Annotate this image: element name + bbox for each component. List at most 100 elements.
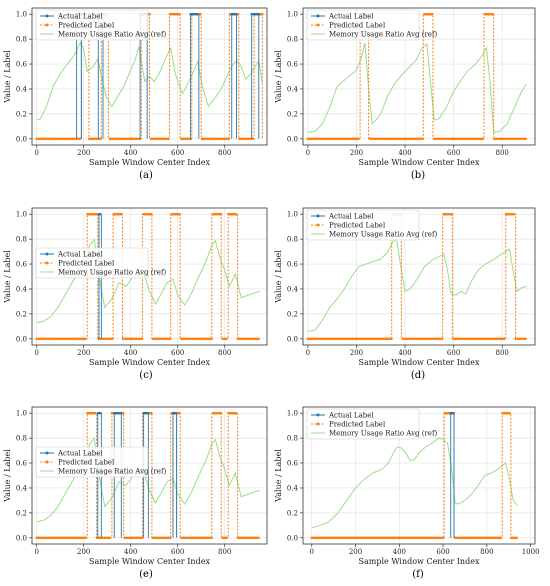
predicted-label-point [129, 137, 132, 141]
predicted-label-point [339, 337, 343, 341]
predicted-label-point [73, 137, 76, 141]
plot-frame [31, 7, 268, 146]
predicted-label-point [206, 337, 210, 341]
predicted-label-point [322, 337, 325, 341]
predicted-label-point [329, 137, 333, 141]
predicted-label-point [427, 337, 430, 341]
predicted-label-point [331, 137, 335, 141]
predicted-label-point [432, 137, 436, 141]
predicted-label-point [50, 536, 53, 540]
predicted-label-point [138, 337, 142, 341]
predicted-label-point [511, 536, 515, 540]
predicted-label-point [140, 536, 144, 540]
predicted-label-point [310, 137, 314, 141]
predicted-label-point [382, 337, 386, 341]
predicted-label-point [343, 536, 347, 540]
predicted-label-point [204, 337, 208, 341]
predicted-label-point [242, 536, 245, 540]
predicted-label-point [229, 411, 232, 415]
predicted-label-point [95, 137, 99, 141]
predicted-label-point [430, 12, 434, 16]
y-tick-label: 0.6 [16, 61, 28, 69]
predicted-label-point [443, 411, 447, 415]
x-tick-label: 0 [310, 548, 314, 556]
predicted-label-point [415, 137, 419, 141]
predicted-label-point [116, 137, 119, 141]
predicted-label-point [359, 337, 362, 341]
predicted-label-point [165, 337, 168, 341]
predicted-label-point [378, 337, 382, 341]
predicted-label-point [153, 337, 157, 341]
predicted-label-point [306, 337, 310, 341]
predicted-label-point [447, 411, 450, 415]
predicted-label-point [261, 12, 264, 16]
predicted-label-point [52, 536, 55, 540]
predicted-label-point [380, 137, 384, 141]
predicted-label-point [246, 137, 249, 141]
predicted-label-point [378, 137, 382, 141]
predicted-label-point [246, 536, 249, 540]
y-tick-label: 0.8 [16, 435, 27, 443]
predicted-label-point [244, 536, 247, 540]
predicted-label-point [518, 337, 521, 341]
predicted-label-point [58, 337, 61, 341]
predicted-label-point [76, 137, 80, 141]
predicted-label-point [405, 536, 408, 540]
actual-label-point [234, 13, 238, 16]
predicted-label-point [357, 137, 360, 141]
predicted-label-point [454, 536, 457, 540]
predicted-label-point [333, 137, 337, 141]
predicted-label-point [140, 337, 144, 341]
predicted-label-point [236, 337, 240, 341]
predicted-label-point [214, 411, 217, 415]
predicted-label-point [401, 137, 405, 141]
predicted-label-point [421, 337, 424, 341]
memory-usage-line [36, 41, 263, 121]
predicted-label-point [316, 337, 319, 341]
predicted-label-point [82, 536, 85, 540]
predicted-label-point [382, 137, 386, 141]
predicted-label-point [343, 337, 347, 341]
predicted-label-point [333, 337, 337, 341]
predicted-label-point [39, 337, 42, 341]
predicted-label-point [168, 337, 172, 341]
predicted-label-point [361, 536, 364, 540]
predicted-label-point [93, 137, 97, 141]
predicted-label-point [354, 536, 357, 540]
predicted-label-point [59, 536, 63, 540]
predicted-label-point [458, 337, 461, 341]
predicted-label-point [337, 137, 341, 141]
predicted-label-point [189, 337, 193, 341]
predicted-label-point [42, 337, 46, 341]
predicted-label-point [108, 137, 112, 141]
predicted-label-point [407, 337, 411, 341]
predicted-label-point [384, 337, 387, 341]
predicted-label-point [315, 536, 319, 540]
predicted-label-point [345, 137, 349, 141]
predicted-label-point [473, 337, 477, 341]
predicted-label-point [178, 411, 181, 415]
predicted-label-point [93, 411, 97, 415]
predicted-label-point [512, 137, 516, 141]
predicted-label-point [131, 337, 134, 341]
predicted-label-point [195, 337, 198, 341]
predicted-label-point [84, 337, 87, 341]
predicted-label-point [490, 536, 494, 540]
predicted-label-point [101, 536, 104, 540]
actual-label-point [196, 13, 199, 16]
predicted-label-point [152, 137, 155, 141]
x-tick-label: 600 [171, 548, 184, 556]
predicted-label-point [69, 137, 72, 141]
predicted-label-point [514, 337, 518, 341]
legend-marker [45, 460, 49, 464]
predicted-label-point [520, 137, 523, 141]
predicted-label-point [174, 12, 178, 16]
predicted-label-point [479, 337, 483, 341]
predicted-label-point [238, 536, 241, 540]
y-tick-label: 0.2 [287, 310, 298, 318]
predicted-label-point [432, 337, 436, 341]
predicted-label-point [150, 212, 153, 216]
legend-entry: Actual Label [57, 450, 103, 458]
predicted-label-point [214, 137, 217, 141]
x-tick-label: 200 [77, 349, 90, 357]
